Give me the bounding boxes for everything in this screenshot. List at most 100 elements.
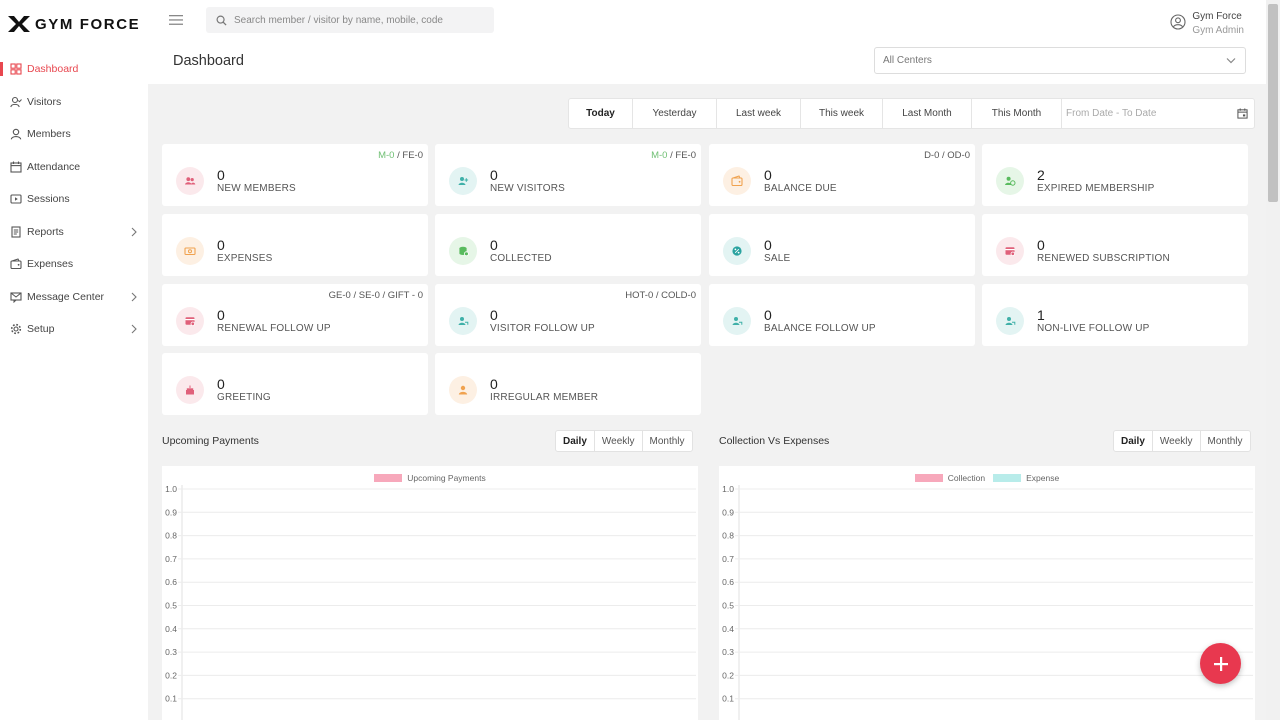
card-icon-badge (176, 237, 204, 265)
card-value: 0 (217, 237, 225, 253)
y-tick-label: 0.2 (722, 670, 734, 680)
filter-this-month-button[interactable]: This Month (972, 99, 1062, 128)
stat-card-irregular-member[interactable]: 0 IRREGULAR MEMBER (435, 353, 701, 415)
legend-item-collection[interactable]: Collection (914, 473, 986, 483)
sidebar-item-reports[interactable]: Reports (0, 216, 148, 249)
stat-card-visitor-follow-up[interactable]: 0 VISITOR FOLLOW UP HOT-0 / COLD-0 (435, 284, 701, 346)
stat-card-greeting[interactable]: 0 GREETING (162, 353, 428, 415)
y-tick-label: 1.0 (165, 484, 177, 494)
brand-logo[interactable]: GYM FORCE (8, 14, 140, 34)
upcoming-period-monthly-button[interactable]: Monthly (649, 435, 685, 447)
card-label: SALE (764, 253, 791, 264)
card-meta: GE-0 / SE-0 / GIFT - 0 (328, 290, 423, 301)
legend-item-upcoming-payments[interactable]: Upcoming Payments (374, 473, 486, 483)
date-range-input[interactable] (1066, 108, 1226, 119)
collection-period-monthly-button[interactable]: Monthly (1207, 435, 1243, 447)
legend-label: Collection (947, 473, 986, 483)
user-check-icon (10, 96, 22, 107)
stat-card-expired-membership[interactable]: 2 EXPIRED MEMBERSHIP (982, 144, 1248, 206)
sidebar-item-attendance[interactable]: Attendance (0, 151, 148, 184)
filter-this-week-button[interactable]: This week (801, 99, 883, 128)
menu-icon[interactable] (169, 14, 183, 26)
grid-icon (10, 63, 22, 75)
card-label: GREETING (217, 392, 271, 403)
card-label: NEW VISITORS (490, 183, 566, 194)
sidebar-item-label: Message Center (27, 290, 105, 303)
sidebar-item-label: Dashboard (27, 63, 79, 76)
chevron-right-icon (131, 227, 137, 236)
collection-period-weekly-button[interactable]: Weekly (1153, 431, 1201, 451)
card-value: 0 (217, 307, 225, 323)
stat-card-non-live-follow-up[interactable]: 1 NON-LIVE FOLLOW UP (982, 284, 1248, 346)
legend-label: Upcoming Payments (407, 473, 486, 483)
document-icon (11, 226, 21, 238)
calendar-icon[interactable] (1237, 108, 1248, 119)
card-label: BALANCE FOLLOW UP (764, 323, 876, 334)
add-fab-button[interactable] (1200, 643, 1241, 684)
sidebar-item-members[interactable]: Members (0, 118, 148, 151)
sidebar-item-visitors[interactable]: Visitors (0, 86, 148, 119)
sidebar-item-label: Sessions (27, 193, 70, 206)
sidebar-item-label: Visitors (27, 95, 62, 108)
legend-swatch (993, 474, 1022, 482)
stat-card-renewed-subscription[interactable]: 0 RENEWED SUBSCRIPTION (982, 214, 1248, 276)
card-value: 0 (490, 307, 498, 323)
scrollbar-thumb[interactable] (1268, 4, 1278, 202)
stat-card-sale[interactable]: 0 SALE (709, 214, 975, 276)
stat-card-expenses[interactable]: 0 EXPENSES (162, 214, 428, 276)
upcoming-period-daily-button[interactable]: Daily (556, 431, 595, 451)
y-tick-label: 0.1 (722, 694, 734, 704)
card-value: 2 (1037, 167, 1045, 183)
chart-canvas: 1.0 0.9 0.8 0.7 0.6 0.5 0.4 0.3 0.2 0.1 (165, 484, 696, 720)
sale-icon (732, 246, 742, 256)
user-follow-icon (458, 317, 469, 325)
stat-card-balance-due[interactable]: 0 BALANCE DUE D-0 / OD-0 (709, 144, 975, 206)
legend-item-expense[interactable]: Expense (993, 473, 1059, 483)
center-select-value: All Centers (883, 55, 932, 66)
upcoming-period-weekly-button[interactable]: Weekly (595, 431, 643, 451)
stat-card-balance-follow-up[interactable]: 0 BALANCE FOLLOW UP (709, 284, 975, 346)
card-icon-badge (449, 376, 477, 404)
calendar-icon (10, 161, 22, 173)
card-icon-badge (996, 167, 1024, 195)
card-meta: HOT-0 / COLD-0 (625, 290, 696, 301)
card-label: RENEWED SUBSCRIPTION (1037, 253, 1170, 264)
cash-icon (184, 247, 196, 256)
user-menu[interactable]: Gym Force Gym Admin (1170, 10, 1244, 38)
sidebar-item-message-center[interactable]: Message Center (0, 281, 148, 314)
stat-card-new-members[interactable]: 0 NEW MEMBERS M-0 / FE-0 (162, 144, 428, 206)
sidebar-item-label: Members (27, 128, 71, 141)
search-box[interactable] (206, 7, 494, 33)
stat-card-collected[interactable]: 0 COLLECTED (435, 214, 701, 276)
users-icon (185, 177, 196, 185)
stat-card-renewal-follow-up[interactable]: 0 RENEWAL FOLLOW UP GE-0 / SE-0 / GIFT -… (162, 284, 428, 346)
y-tick-label: 0.4 (722, 624, 734, 634)
filter-last-week-button[interactable]: Last week (717, 99, 801, 128)
y-tick-label: 1.0 (722, 484, 734, 494)
sidebar-item-dashboard[interactable]: Dashboard (0, 53, 148, 86)
card-label: EXPENSES (217, 253, 273, 264)
wallet-icon (731, 175, 743, 187)
card-value: 1 (1037, 307, 1045, 323)
sidebar-item-sessions[interactable]: Sessions (0, 183, 148, 216)
card-value: 0 (764, 167, 772, 183)
sidebar-nav: Dashboard Visitors Members Attendance Sessio… (0, 53, 148, 346)
card-label: VISITOR FOLLOW UP (490, 323, 595, 334)
filter-last-month-button[interactable]: Last Month (883, 99, 972, 128)
search-input[interactable] (234, 14, 484, 26)
filter-yesterday-button[interactable]: Yesterday (633, 99, 717, 128)
upcoming-period-toggle: Daily Weekly Monthly (555, 430, 693, 452)
sidebar-item-expenses[interactable]: Expenses (0, 248, 148, 281)
page-scrollbar[interactable] (1266, 0, 1280, 720)
stat-card-new-visitors[interactable]: 0 NEW VISITORS M-0 / FE-0 (435, 144, 701, 206)
collection-period-daily-button[interactable]: Daily (1114, 431, 1153, 451)
y-tick-label: 0.6 (722, 577, 734, 587)
filter-today-button[interactable]: Today (569, 99, 633, 128)
page-title: Dashboard (173, 53, 244, 69)
card-meta: M-0 / FE-0 (651, 150, 696, 161)
date-range-field[interactable] (1062, 99, 1254, 128)
sidebar-item-setup[interactable]: Setup (0, 313, 148, 346)
center-select[interactable]: All Centers (874, 47, 1246, 74)
y-tick-label: 0.9 (722, 507, 734, 517)
y-tick-label: 0.8 (722, 531, 734, 541)
